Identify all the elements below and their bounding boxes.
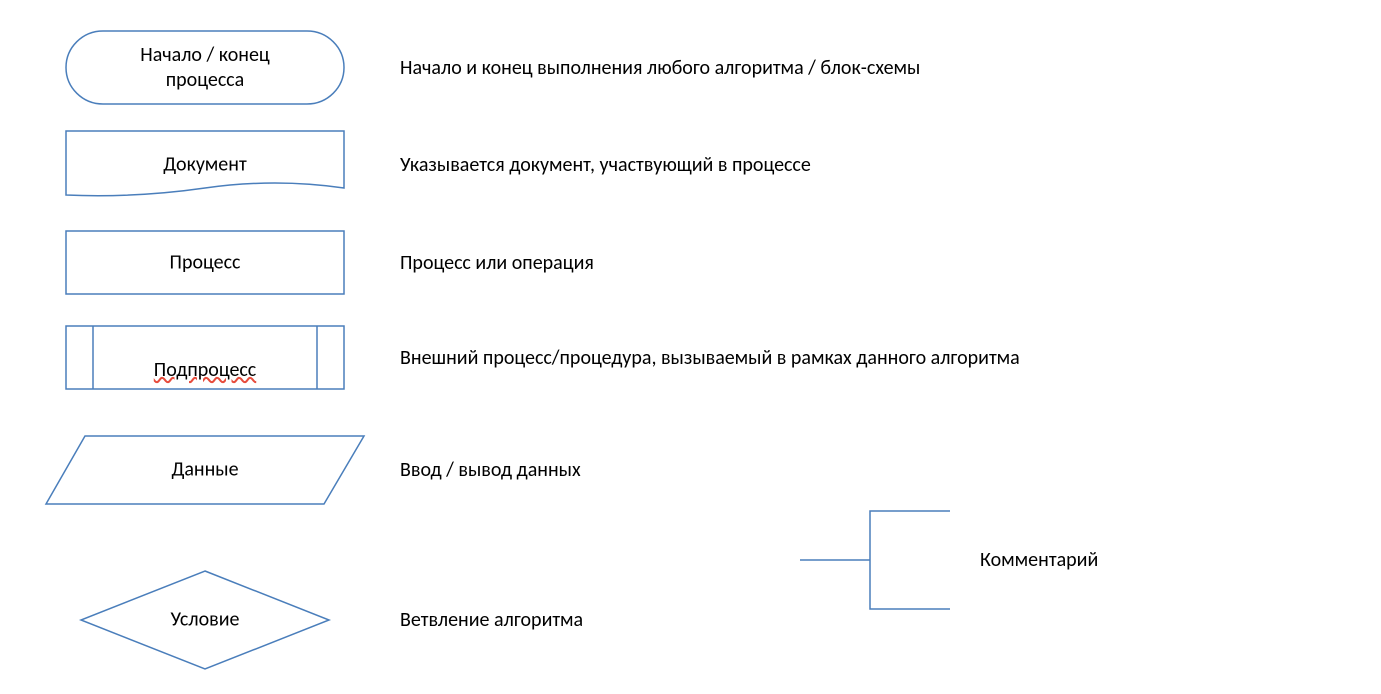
legend-row-subprocess: Подпроцесс Внешний процесс/процедура, вы… [50, 325, 1020, 390]
legend-row-process: Процесс Процесс или операция [50, 230, 594, 295]
desc-data: Ввод / вывод данных [400, 458, 581, 482]
legend-row-document: Документ Указывается документ, участвующ… [50, 130, 811, 200]
shape-label-document: Документ [50, 153, 360, 178]
shape-process: Процесс [50, 230, 360, 295]
shape-decision: Условие [50, 570, 360, 670]
shape-label-process: Процесс [50, 250, 360, 275]
shape-document: Документ [50, 130, 360, 200]
desc-document: Указывается документ, участвующий в проц… [400, 153, 811, 177]
desc-process: Процесс или операция [400, 251, 594, 275]
legend-row-data: Данные Ввод / вывод данных [50, 435, 581, 505]
shape-label-terminator: Начало / конец процесса [50, 43, 360, 93]
desc-terminator: Начало и конец выполнения любого алгорит… [400, 56, 920, 80]
desc-decision: Ветвление алгоритма [400, 608, 583, 632]
legend-row-decision: Условие Ветвление алгоритма [50, 570, 583, 670]
desc-subprocess: Внешний процесс/процедура, вызываемый в … [400, 346, 1020, 370]
spellcheck-underline: Подпроцесс [154, 358, 256, 382]
legend-row-terminator: Начало / конец процесса Начало и конец в… [50, 30, 920, 105]
shape-data: Данные [50, 435, 360, 505]
shape-subprocess: Подпроцесс [50, 325, 360, 390]
comment-annotation: Комментарий [800, 510, 1098, 610]
shape-label-data: Данные [50, 458, 360, 483]
shape-label-decision: Условие [50, 608, 360, 633]
comment-label: Комментарий [980, 548, 1098, 572]
shape-terminator: Начало / конец процесса [50, 30, 360, 105]
shape-label-subprocess: Подпроцесс [50, 333, 360, 383]
